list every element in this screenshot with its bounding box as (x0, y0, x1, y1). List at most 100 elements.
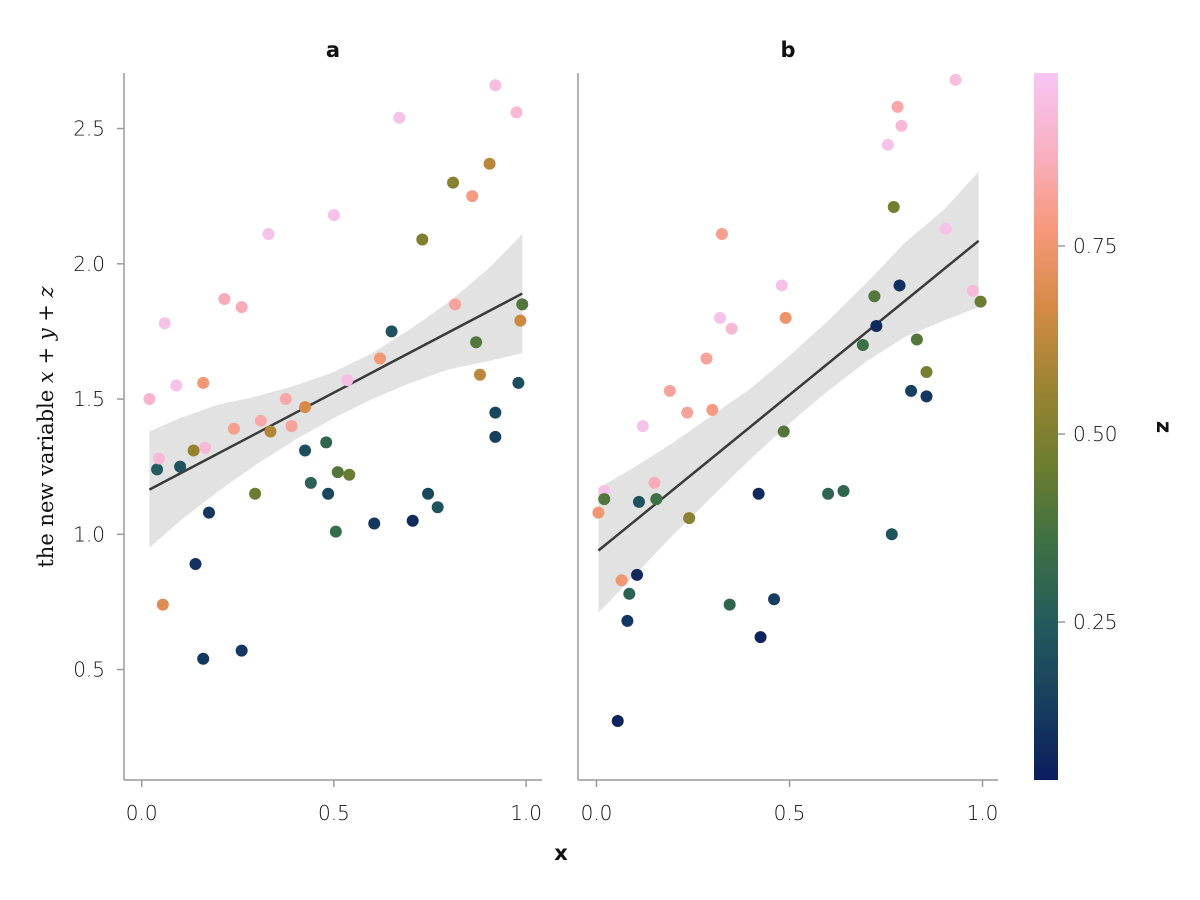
data-point (905, 384, 918, 397)
colorbar-tick-label: 0.75 (1073, 234, 1118, 258)
data-point (754, 631, 767, 644)
data-point (197, 376, 210, 389)
data-point (714, 311, 727, 324)
data-point (385, 325, 398, 338)
y-axis-title: the new variable x + y + z (34, 285, 58, 567)
data-point (887, 200, 900, 213)
data-point (648, 476, 661, 489)
panel-a: a 0.0 0.5 1.0 (123, 38, 542, 825)
y-tick-label: 0.5 (73, 658, 105, 682)
data-point (406, 514, 419, 527)
data-point (598, 493, 611, 506)
data-point (327, 209, 340, 222)
data-point (974, 295, 987, 308)
data-point (489, 406, 502, 419)
data-point (611, 714, 624, 727)
y-tick-label: 1.5 (73, 387, 105, 411)
data-point (218, 292, 231, 305)
x-tick-label: 0.5 (318, 801, 350, 825)
data-point (199, 441, 212, 454)
y-tick-label: 2.0 (73, 252, 105, 276)
data-point (431, 501, 444, 514)
data-point (895, 119, 908, 132)
data-point (473, 368, 486, 381)
data-point (837, 485, 850, 498)
y-axis-ticks: 0.5 1.0 1.5 2.0 2.5 (73, 117, 124, 682)
data-point (143, 393, 156, 406)
regression-line (148, 292, 523, 491)
panel-b: b 0.0 0.5 1.0 (577, 38, 999, 825)
data-point (489, 430, 502, 443)
data-point (636, 420, 649, 433)
data-point (343, 468, 356, 481)
data-point (870, 320, 883, 333)
x-tick-label: 1.0 (510, 801, 542, 825)
data-point (227, 422, 240, 435)
colorbar-tick-label: 0.50 (1073, 422, 1118, 446)
data-point (187, 444, 200, 457)
data-point (920, 366, 933, 378)
panel-b-title: b (780, 38, 795, 62)
data-point (158, 317, 171, 330)
data-point (939, 222, 952, 235)
data-point (592, 506, 605, 519)
data-point (881, 138, 894, 151)
data-point (329, 525, 342, 538)
data-point (768, 593, 781, 606)
data-point (489, 79, 502, 92)
data-point (949, 73, 962, 86)
data-point (663, 384, 676, 397)
data-point (514, 314, 527, 327)
data-point (632, 495, 645, 508)
data-point (264, 425, 277, 438)
data-point (285, 420, 298, 433)
data-point (706, 403, 719, 416)
data-point (893, 279, 906, 292)
data-point (174, 460, 187, 473)
data-point (466, 190, 479, 203)
data-point (700, 352, 713, 365)
y-tick-label: 2.5 (73, 117, 105, 141)
data-point (202, 506, 215, 519)
data-point (151, 463, 164, 476)
x-axis-title: x (554, 841, 568, 865)
data-point (368, 517, 381, 530)
data-point (623, 587, 636, 600)
data-point (856, 338, 869, 351)
data-point (470, 336, 483, 349)
y-tick-label: 1.0 (73, 522, 105, 546)
confidence-band (598, 171, 979, 613)
data-point (683, 512, 696, 525)
data-point (279, 393, 292, 406)
x-tick-label: 0.5 (774, 801, 806, 825)
data-point (725, 322, 738, 335)
data-point (156, 598, 169, 611)
data-point (304, 476, 317, 489)
x-tick-label: 0.0 (581, 801, 613, 825)
data-point (322, 487, 335, 500)
data-point (715, 228, 728, 241)
data-point (341, 374, 354, 387)
x-tick-label: 0.0 (126, 801, 158, 825)
data-point (822, 487, 835, 500)
data-point (631, 568, 644, 581)
data-point (170, 379, 183, 392)
panel-a-title: a (326, 38, 340, 62)
data-point (910, 333, 923, 346)
data-point (235, 644, 248, 657)
data-point (621, 614, 634, 627)
data-point (510, 106, 523, 119)
data-point (197, 652, 210, 665)
data-point (331, 466, 344, 479)
data-point (615, 574, 628, 587)
colorbar-title: z (1152, 421, 1176, 433)
data-point (775, 279, 788, 292)
data-point (152, 452, 165, 465)
data-point (299, 444, 312, 457)
colorbar-gradient (1034, 73, 1058, 780)
data-point (448, 298, 461, 311)
data-point (966, 284, 979, 297)
x-tick-label: 1.0 (967, 801, 999, 825)
data-point (868, 290, 881, 303)
